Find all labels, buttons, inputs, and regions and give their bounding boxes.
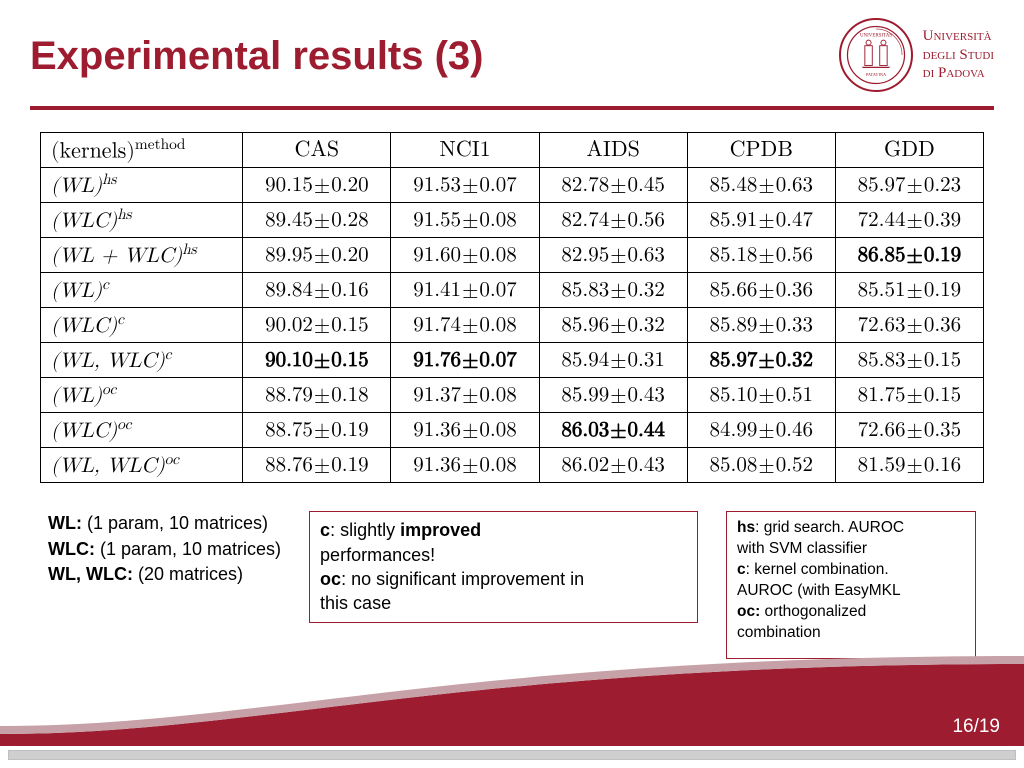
footer-wave (0, 656, 1024, 746)
col-cpdb: CPDB (687, 133, 835, 168)
kernel-cell: (WL, WLC)c (41, 343, 243, 378)
notes-row: WL: (1 param, 10 matrices) WLC: (1 param… (48, 511, 976, 659)
value-cell: 86.02±0.43 (539, 448, 687, 483)
col-aids: AIDS (539, 133, 687, 168)
value-cell: 91.76±0.07 (391, 343, 539, 378)
value-cell: 82.74±0.56 (539, 203, 687, 238)
note-right: hs: grid search. AUROC with SVM classifi… (726, 511, 976, 659)
value-cell: 85.66±0.36 (687, 273, 835, 308)
kernel-cell: (WL)hs (41, 168, 243, 203)
col-cas: CAS (243, 133, 391, 168)
value-cell: 85.94±0.31 (539, 343, 687, 378)
value-cell: 84.99±0.46 (687, 413, 835, 448)
value-cell: 91.36±0.08 (391, 448, 539, 483)
value-cell: 85.48±0.63 (687, 168, 835, 203)
value-cell: 91.74±0.08 (391, 308, 539, 343)
value-cell: 91.53±0.07 (391, 168, 539, 203)
value-cell: 85.18±0.56 (687, 238, 835, 273)
slide: Experimental results (3) UNIVERSITAS PAT… (0, 0, 1024, 768)
header: Experimental results (3) UNIVERSITAS PAT… (0, 0, 1024, 92)
results-table-wrap: (kernels)method CAS NCI1 AIDS CPDB GDD (… (40, 132, 984, 483)
value-cell: 81.75±0.15 (835, 378, 983, 413)
university-seal-icon: UNIVERSITAS PATAVINA (839, 18, 913, 92)
value-cell: 89.45±0.28 (243, 203, 391, 238)
table-row: (WL, WLC)c90.10±0.1591.76±0.0785.94±0.31… (41, 343, 984, 378)
note-left: WL: (1 param, 10 matrices) WLC: (1 param… (48, 511, 281, 587)
university-name: Università degli Studi di Padova (923, 27, 994, 83)
table-row: (WL)oc88.79±0.1891.37±0.0885.99±0.4385.1… (41, 378, 984, 413)
kernel-cell: (WL + WLC)hs (41, 238, 243, 273)
value-cell: 91.60±0.08 (391, 238, 539, 273)
value-cell: 85.83±0.32 (539, 273, 687, 308)
value-cell: 85.08±0.52 (687, 448, 835, 483)
col-gdd: GDD (835, 133, 983, 168)
university-logo-block: UNIVERSITAS PATAVINA Università degli St… (839, 18, 994, 92)
table-row: (WLC)hs89.45±0.2891.55±0.0882.74±0.5685.… (41, 203, 984, 238)
table-row: (WL + WLC)hs89.95±0.2091.60±0.0882.95±0.… (41, 238, 984, 273)
value-cell: 91.36±0.08 (391, 413, 539, 448)
value-cell: 85.83±0.15 (835, 343, 983, 378)
page-number: 16/19 (952, 716, 1000, 738)
value-cell: 82.95±0.63 (539, 238, 687, 273)
kernel-cell: (WL, WLC)oc (41, 448, 243, 483)
value-cell: 89.84±0.16 (243, 273, 391, 308)
value-cell: 85.96±0.32 (539, 308, 687, 343)
svg-text:UNIVERSITAS: UNIVERSITAS (860, 33, 892, 38)
kernel-cell: (WLC)hs (41, 203, 243, 238)
value-cell: 89.95±0.20 (243, 238, 391, 273)
slide-title: Experimental results (3) (30, 18, 484, 79)
value-cell: 85.10±0.51 (687, 378, 835, 413)
bottom-scrollbar[interactable] (8, 750, 1016, 760)
table-row: (WLC)c90.02±0.1591.74±0.0885.96±0.3285.8… (41, 308, 984, 343)
table-body: (WL)hs90.15±0.2091.53±0.0782.78±0.4585.4… (41, 168, 984, 483)
value-cell: 72.66±0.35 (835, 413, 983, 448)
col-kernels: (kernels)method (41, 133, 243, 168)
value-cell: 85.51±0.19 (835, 273, 983, 308)
col-nci1: NCI1 (391, 133, 539, 168)
value-cell: 85.99±0.43 (539, 378, 687, 413)
table-row: (WL)hs90.15±0.2091.53±0.0782.78±0.4585.4… (41, 168, 984, 203)
svg-text:PATAVINA: PATAVINA (865, 72, 886, 77)
results-table: (kernels)method CAS NCI1 AIDS CPDB GDD (… (40, 132, 984, 483)
value-cell: 88.75±0.19 (243, 413, 391, 448)
value-cell: 82.78±0.45 (539, 168, 687, 203)
table-row: (WLC)oc88.75±0.1991.36±0.0886.03±0.4484.… (41, 413, 984, 448)
header-rule (30, 106, 994, 110)
value-cell: 91.55±0.08 (391, 203, 539, 238)
value-cell: 72.44±0.39 (835, 203, 983, 238)
kernel-cell: (WLC)c (41, 308, 243, 343)
kernel-cell: (WL)oc (41, 378, 243, 413)
value-cell: 88.79±0.18 (243, 378, 391, 413)
value-cell: 86.03±0.44 (539, 413, 687, 448)
kernel-cell: (WLC)oc (41, 413, 243, 448)
table-row: (WL, WLC)oc88.76±0.1991.36±0.0886.02±0.4… (41, 448, 984, 483)
value-cell: 88.76±0.19 (243, 448, 391, 483)
value-cell: 72.63±0.36 (835, 308, 983, 343)
value-cell: 85.89±0.33 (687, 308, 835, 343)
table-row: (WL)c89.84±0.1691.41±0.0785.83±0.3285.66… (41, 273, 984, 308)
value-cell: 91.41±0.07 (391, 273, 539, 308)
value-cell: 85.97±0.32 (687, 343, 835, 378)
value-cell: 90.15±0.20 (243, 168, 391, 203)
table-head: (kernels)method CAS NCI1 AIDS CPDB GDD (41, 133, 984, 168)
kernel-cell: (WL)c (41, 273, 243, 308)
value-cell: 91.37±0.08 (391, 378, 539, 413)
value-cell: 81.59±0.16 (835, 448, 983, 483)
value-cell: 90.10±0.15 (243, 343, 391, 378)
value-cell: 90.02±0.15 (243, 308, 391, 343)
value-cell: 86.85±0.19 (835, 238, 983, 273)
value-cell: 85.97±0.23 (835, 168, 983, 203)
note-middle: c: slightly improved performances! oc: n… (309, 511, 698, 622)
value-cell: 85.91±0.47 (687, 203, 835, 238)
